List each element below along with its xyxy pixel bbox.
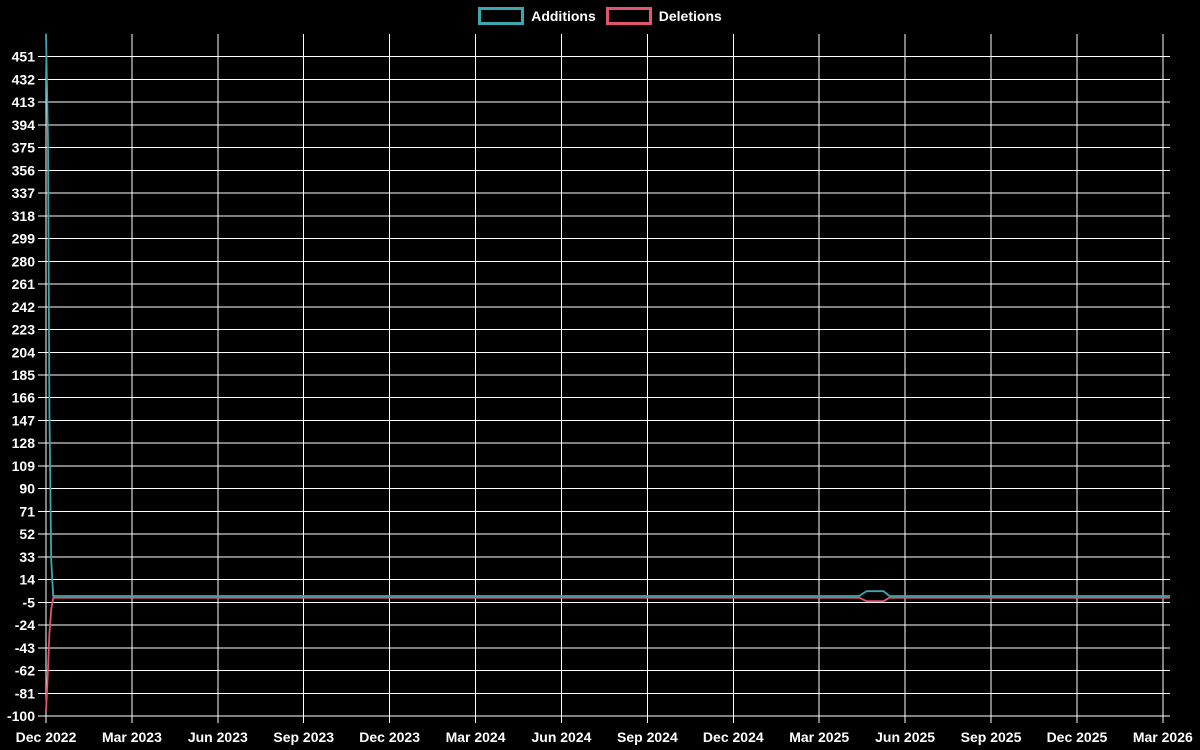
y-tick-label: 223 [12, 322, 36, 338]
y-tick-label: 318 [12, 208, 36, 224]
y-tick-label: 375 [12, 140, 36, 156]
y-tick-label: 90 [19, 481, 35, 497]
additions-line [45, 33, 1170, 597]
x-tick-label: Dec 2023 [359, 729, 420, 745]
y-tick-label: 394 [12, 117, 36, 133]
deletions-legend-label: Deletions [658, 8, 722, 24]
x-tick-label: Mar 2024 [446, 729, 506, 745]
y-tick-label: 185 [12, 367, 36, 383]
y-tick-label: 337 [12, 185, 36, 201]
y-tick-label: 451 [12, 49, 36, 65]
y-tick-label: -100 [7, 708, 35, 724]
additions-legend-label: Additions [531, 8, 596, 24]
legend-item-additions[interactable]: Additions [478, 7, 596, 25]
x-tick-label: Sep 2023 [273, 729, 334, 745]
y-tick-label: -43 [15, 640, 35, 656]
y-tick-label: 33 [19, 549, 35, 565]
y-tick-label: 204 [12, 344, 36, 360]
y-tick-label: 14 [19, 572, 35, 588]
y-tick-label: 166 [12, 390, 36, 406]
y-tick-label: 299 [12, 231, 36, 247]
y-tick-label: 52 [19, 526, 35, 542]
x-tick-label: Jun 2023 [188, 729, 248, 745]
y-tick-label: 242 [12, 299, 36, 315]
y-tick-label: 71 [19, 503, 35, 519]
y-tick-label: 128 [12, 435, 36, 451]
x-tick-label: Dec 2024 [703, 729, 764, 745]
x-tick-label: Mar 2023 [102, 729, 162, 745]
y-tick-label: 280 [12, 253, 36, 269]
chart-legend: Additions Deletions [0, 7, 1200, 25]
y-tick-label: -62 [15, 663, 35, 679]
x-tick-label: Jun 2024 [531, 729, 591, 745]
y-tick-label: 432 [12, 71, 36, 87]
y-tick-label: 147 [12, 412, 36, 428]
y-tick-label: 109 [12, 458, 36, 474]
y-tick-label: 261 [12, 276, 36, 292]
x-tick-label: Jun 2025 [875, 729, 935, 745]
x-tick-label: Dec 2022 [16, 729, 77, 745]
y-tick-label: 356 [12, 162, 36, 178]
x-tick-label: Mar 2026 [1133, 729, 1193, 745]
y-tick-label: 413 [12, 94, 36, 110]
legend-item-deletions[interactable]: Deletions [605, 7, 722, 25]
x-tick-label: Sep 2025 [961, 729, 1022, 745]
y-tick-label: -24 [15, 617, 35, 633]
deletions-swatch [605, 7, 652, 25]
additions-swatch [478, 7, 525, 25]
y-tick-label: -81 [15, 685, 35, 701]
deletions-line [45, 596, 1170, 712]
y-tick-label: -5 [23, 594, 36, 610]
x-tick-label: Dec 2025 [1047, 729, 1108, 745]
x-tick-label: Sep 2024 [617, 729, 678, 745]
x-tick-label: Mar 2025 [789, 729, 849, 745]
